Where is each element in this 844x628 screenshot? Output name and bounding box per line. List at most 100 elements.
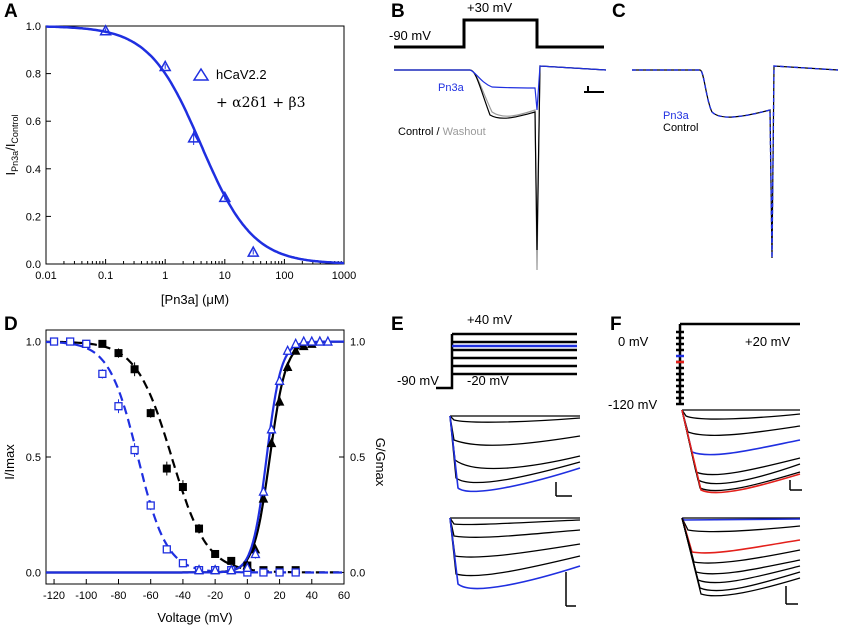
panel-d-x-tick-label: 60 xyxy=(338,590,350,602)
panel-a-axes: 0.01 0.1 1 10 100 1000 0.0 0.2 0.4 0.6 0.8 1.0 xyxy=(26,21,357,282)
panel-d-plot xyxy=(45,335,344,577)
panel-d-data-point xyxy=(290,337,301,349)
panel-d-frame xyxy=(45,329,345,585)
panel-d-data-point xyxy=(210,564,221,575)
panel-d-data-point xyxy=(49,337,59,346)
panel-a-plot xyxy=(46,24,345,265)
panel-d-y-right-tick-label: 1.0 xyxy=(350,337,365,349)
panel-d-data-point xyxy=(250,548,261,559)
panel-d-data-point xyxy=(178,559,188,568)
panel-d-fit-curve xyxy=(46,340,344,574)
panel-d-data-point xyxy=(146,501,155,510)
panel-a-x-tick-label: 100 xyxy=(275,270,293,282)
panel-d-data-point xyxy=(193,564,205,575)
panel-f-test-voltage: +20 mV xyxy=(745,334,790,349)
panel-a-x-label: [Pn3a] (μM) xyxy=(161,292,229,307)
panel-d-data-point xyxy=(258,485,269,496)
panel-d-x-tick-label: -60 xyxy=(143,590,159,602)
panel-a-data-point xyxy=(99,24,112,36)
panel-e-voltage-protocol xyxy=(436,332,577,390)
panel-e-traces-pn3a xyxy=(449,517,581,607)
panel-d-y-left-tick-label: 1.0 xyxy=(26,337,41,349)
panel-b-voltage-protocol xyxy=(394,18,604,49)
panel-d-fit-curve xyxy=(45,340,344,574)
panel-d-x-tick-label: -120 xyxy=(43,590,65,602)
panel-a-y-label: IPn3a/IControl xyxy=(3,115,20,176)
panel-d-data-point xyxy=(266,437,277,448)
panel-d-x-tick-label: 0 xyxy=(244,590,250,602)
panel-d-data-point xyxy=(274,395,285,406)
panel-e-step-bottom: -20 mV xyxy=(467,373,509,388)
panel-a-legend-marker xyxy=(192,67,210,81)
panel-a-y-tick-label: 0.0 xyxy=(26,259,41,271)
panel-d-data-point xyxy=(275,568,284,577)
panel-d-data-point xyxy=(242,561,253,572)
panel-b-label: B xyxy=(391,1,405,22)
panel-d-data-point xyxy=(227,556,236,565)
panel-d-data-point xyxy=(195,524,204,533)
panel-f-label: F xyxy=(610,314,622,335)
panel-e-label: E xyxy=(391,314,404,335)
panel-d-data-point xyxy=(98,369,107,379)
panel-f: F 0 mV +20 mV -120 mV xyxy=(608,314,802,605)
panel-d-data-point xyxy=(82,339,91,349)
panel-d-x-tick-label: -20 xyxy=(207,590,223,602)
panel-c-control-trace xyxy=(632,65,839,259)
panel-d-data-point xyxy=(258,492,269,503)
panel-a-y-tick-label: 0.6 xyxy=(26,116,41,128)
panel-a-y-tick-label: 0.2 xyxy=(26,211,41,223)
panel-f-traces-control xyxy=(681,409,802,494)
panel-d-data-point xyxy=(211,549,220,558)
panel-d-data-point xyxy=(306,335,317,346)
panel-d-data-point xyxy=(66,337,75,346)
panel-b-control-washout-label: Control / Washout xyxy=(398,126,486,138)
panel-d-data-point xyxy=(282,344,293,355)
panel-e-traces-control xyxy=(449,415,581,497)
panel-d-data-point xyxy=(114,402,123,411)
panel-d-data-point xyxy=(114,349,123,358)
panel-d-data-point xyxy=(291,568,300,577)
panel-d-y-left-label: I/Imax xyxy=(2,444,17,480)
panel-a-data-point xyxy=(246,245,260,257)
panel-a-y-tick-label: 0.4 xyxy=(26,164,41,176)
panel-e: E +40 mV -90 mV -20 mV xyxy=(391,312,581,607)
panel-b-step-voltage: +30 mV xyxy=(467,0,512,15)
panel-d-data-point xyxy=(178,483,187,492)
panel-c-pn3a-label: Pn3a xyxy=(663,110,690,122)
panel-d-data-point xyxy=(162,545,171,554)
panel-c-control-label: Control xyxy=(663,122,698,134)
panel-a-data-point xyxy=(218,190,232,203)
panel-d: D -120 -100 -80 -60 -40 -20 0 20 40 600.0 0.00.5 0.… xyxy=(2,314,388,625)
panel-d-axes: -120 -100 -80 -60 -40 -20 0 20 40 600.0 0.00.5 0.51… xyxy=(26,337,366,602)
panel-c-label: C xyxy=(612,1,626,22)
panel-d-data-point xyxy=(282,361,293,371)
panel-b-scale-bar xyxy=(584,86,604,93)
panel-d-data-point xyxy=(130,365,139,374)
panel-d-data-point xyxy=(130,445,139,455)
panel-a-frame xyxy=(45,25,345,265)
panel-d-x-tick-label: 20 xyxy=(273,590,285,602)
panel-d-x-tick-label: -100 xyxy=(75,590,97,602)
panel-a-x-tick-label: 0.01 xyxy=(35,270,56,282)
panel-a-x-tick-label: 1 xyxy=(162,270,168,282)
panel-a-label: A xyxy=(4,1,18,22)
panel-d-data-point xyxy=(274,374,285,385)
panel-d-x-label: Voltage (mV) xyxy=(157,610,232,625)
panel-d-data-point xyxy=(290,345,301,355)
panel-f-traces-pn3a xyxy=(681,517,801,605)
panel-a-data-point xyxy=(187,131,200,143)
panel-d-fit-curve xyxy=(46,340,344,574)
panel-d-data-point xyxy=(98,339,107,348)
panel-d-y-right-tick-label: 0.5 xyxy=(350,452,365,464)
panel-d-x-tick-label: -40 xyxy=(175,590,191,602)
panel-e-step-top: +40 mV xyxy=(467,312,512,327)
panel-d-data-point xyxy=(266,423,277,434)
panel-a-y-tick-label: 1.0 xyxy=(26,21,41,33)
panel-d-y-left-tick-label: 0.5 xyxy=(26,452,41,464)
panel-d-x-tick-label: 40 xyxy=(306,590,318,602)
panel-b-hold-voltage: -90 mV xyxy=(389,28,431,43)
panel-b-pn3a-label: Pn3a xyxy=(438,82,465,94)
panel-b-pn3a-trace xyxy=(394,65,607,111)
panel-a-data-point xyxy=(158,59,172,72)
